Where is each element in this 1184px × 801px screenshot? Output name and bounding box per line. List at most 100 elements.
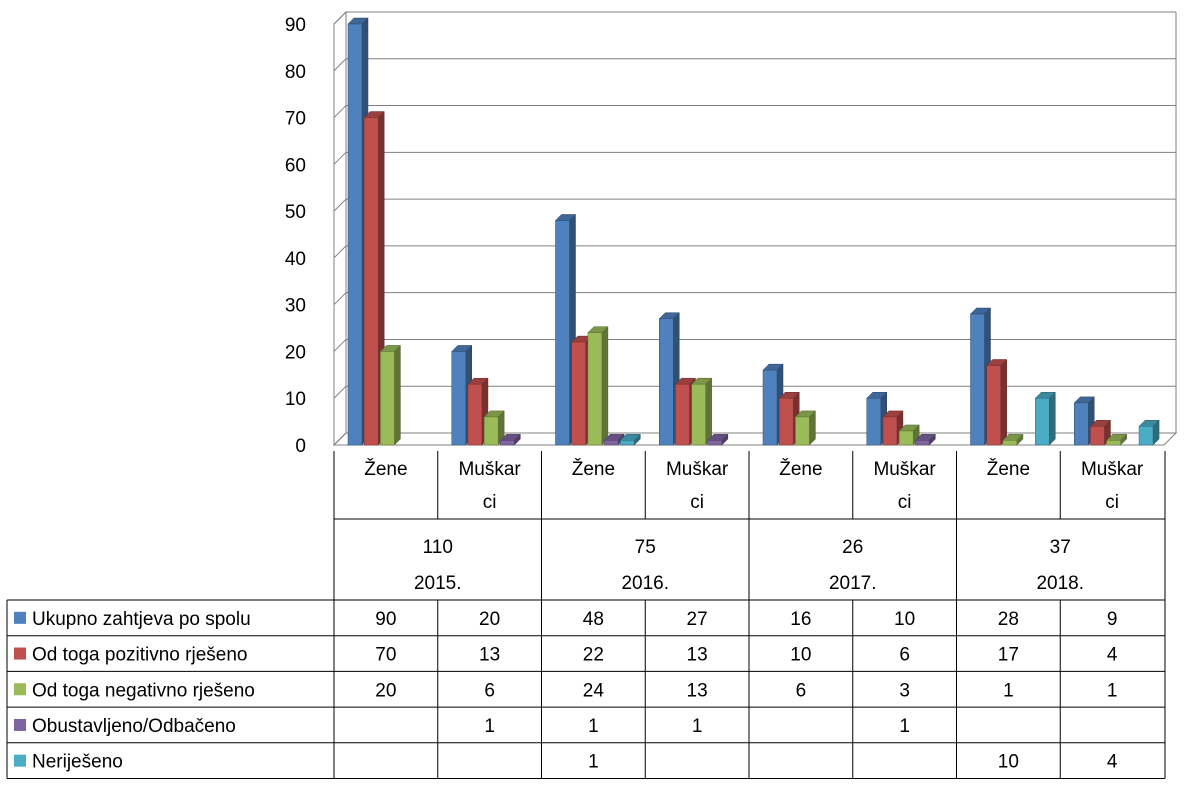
table-value: 1 xyxy=(1107,680,1118,701)
bar-front xyxy=(795,416,810,446)
table-value: 1 xyxy=(899,716,910,737)
bar-front xyxy=(620,440,635,446)
table-value: 1 xyxy=(484,716,495,737)
x-category-label: Žene xyxy=(572,458,615,480)
bar xyxy=(914,433,936,446)
bar xyxy=(1106,433,1128,446)
group-total-label: 75 xyxy=(635,537,656,558)
table-value: 9 xyxy=(1107,609,1118,630)
y-tick-label: 70 xyxy=(285,109,306,130)
bar-front xyxy=(1090,426,1105,446)
group-year-label: 2017. xyxy=(829,573,877,594)
table-value: 3 xyxy=(899,680,910,701)
bar-side xyxy=(705,377,712,446)
x-category-label: Muškar xyxy=(1081,459,1144,480)
bar-front xyxy=(659,318,674,446)
group-total-label: 110 xyxy=(423,537,453,558)
bar xyxy=(1002,433,1024,446)
bar-front xyxy=(1002,440,1018,446)
table-value: 1 xyxy=(588,716,599,737)
bar-front xyxy=(778,397,794,446)
table-value: 20 xyxy=(375,680,396,701)
group-total-label: 37 xyxy=(1050,537,1071,558)
x-category-label: ci xyxy=(1105,492,1119,513)
bar-front xyxy=(347,23,363,446)
table-value: 1 xyxy=(588,752,599,773)
table-value: 1 xyxy=(1003,680,1014,701)
gridline-side xyxy=(333,11,347,25)
bar-side xyxy=(1049,391,1056,446)
group-year-label: 2016. xyxy=(621,573,669,594)
y-tick-label: 20 xyxy=(285,342,306,363)
gridline-side xyxy=(333,245,347,259)
side-wall xyxy=(333,10,347,447)
legend-label: Od toga pozitivno rješeno xyxy=(32,645,247,666)
bar xyxy=(986,358,1008,446)
table-value: 27 xyxy=(687,609,708,630)
gridline-side xyxy=(333,385,347,399)
bar-side xyxy=(394,344,401,446)
table-value: 4 xyxy=(1107,752,1118,773)
table-value: 90 xyxy=(375,609,396,630)
legend-swatch xyxy=(14,683,26,696)
bar-side xyxy=(601,326,609,446)
data-table: Žene Muškar ci Žene Muškar ci Žene Muškar ci Žene… xyxy=(6,451,1166,779)
y-tick-label: 0 xyxy=(295,436,306,457)
bar-front xyxy=(882,416,898,446)
bar xyxy=(658,312,680,446)
bar-front xyxy=(866,397,881,446)
table-value: 6 xyxy=(899,645,910,666)
table-value: 17 xyxy=(998,645,1019,666)
bar-front xyxy=(587,332,603,446)
bar-front xyxy=(1074,402,1089,446)
bar-front xyxy=(500,440,515,446)
bar-front xyxy=(691,383,706,446)
table-value: 6 xyxy=(796,680,807,701)
bar xyxy=(499,433,521,446)
table-value: 13 xyxy=(687,645,708,666)
legend-label: Obustavljeno/Odbačeno xyxy=(32,716,236,737)
bar xyxy=(707,433,729,446)
bar xyxy=(587,326,609,446)
bar-front xyxy=(707,440,723,446)
gridline-side xyxy=(333,292,347,306)
table-value: 28 xyxy=(998,609,1019,630)
bar-front xyxy=(603,440,619,446)
bar-front xyxy=(915,440,930,446)
bar xyxy=(794,410,817,446)
x-category-label: Žene xyxy=(987,458,1030,480)
y-tick-label: 80 xyxy=(285,62,306,83)
bar xyxy=(1034,391,1056,446)
bar-front xyxy=(1106,440,1121,446)
bar-front xyxy=(483,416,499,446)
bars xyxy=(347,17,1160,446)
bar-front xyxy=(1035,397,1050,446)
x-category-label: Muškar xyxy=(458,459,521,480)
table-value: 48 xyxy=(583,609,604,630)
bar-front xyxy=(467,383,483,446)
bar-front xyxy=(762,369,778,446)
legend-swatch xyxy=(14,754,26,767)
y-tick-label: 30 xyxy=(285,296,306,317)
legend-swatch xyxy=(14,718,26,731)
gridline-side xyxy=(333,105,347,118)
bar-front xyxy=(555,220,570,446)
table-value: 6 xyxy=(484,680,495,701)
bar xyxy=(467,377,489,446)
x-category-label: Muškar xyxy=(666,459,729,480)
y-tick-label: 10 xyxy=(285,389,306,410)
bar-front xyxy=(380,351,395,446)
table-value: 16 xyxy=(790,609,811,630)
table-value: 70 xyxy=(375,645,396,666)
bar-front xyxy=(1138,426,1154,446)
bar xyxy=(619,433,641,446)
y-tick-label: 40 xyxy=(285,249,306,270)
table-value: 10 xyxy=(894,609,915,630)
table-value: 13 xyxy=(479,645,500,666)
legend-label: Ukupno zahtjeva po spolu xyxy=(32,609,251,630)
y-axis: 0 10 20 30 40 50 60 70 80 90 xyxy=(285,15,306,457)
x-category-label: ci xyxy=(898,492,912,513)
table-value: 4 xyxy=(1107,645,1118,666)
bar xyxy=(554,213,577,446)
